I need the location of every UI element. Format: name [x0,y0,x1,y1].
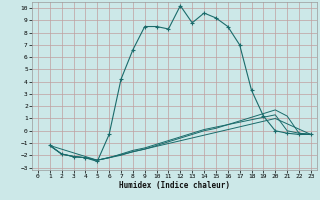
X-axis label: Humidex (Indice chaleur): Humidex (Indice chaleur) [119,181,230,190]
